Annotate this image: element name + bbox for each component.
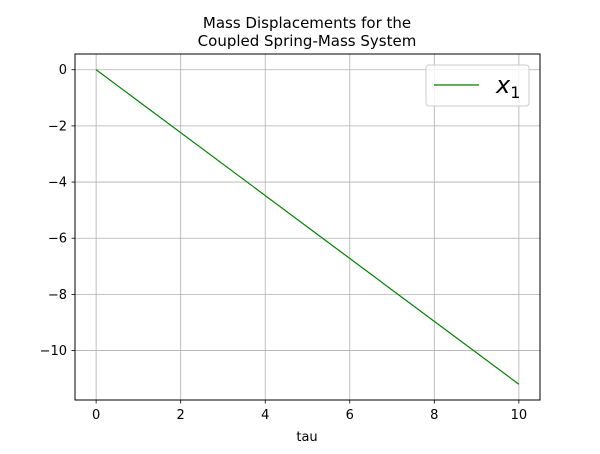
x-axis-label: tau (296, 430, 317, 445)
y-tick-label: −8 (48, 288, 67, 303)
y-tick-label: −4 (48, 176, 67, 191)
grid-lines (75, 54, 540, 400)
x-tick-label: 6 (346, 408, 354, 423)
legend-label-x1: x1 (495, 71, 520, 102)
chart-title-line2: Coupled Spring-Mass System (198, 32, 417, 50)
y-tick-label: 0 (59, 63, 67, 78)
plot-frame (74, 53, 541, 401)
y-tick-label: −2 (48, 119, 67, 134)
legend-label-subscript: 1 (510, 83, 520, 102)
y-tick-label: −10 (40, 344, 67, 359)
legend: x1 (425, 64, 530, 107)
x-axis-ticks: 0 2 4 6 8 10 (92, 400, 527, 423)
y-tick-label: −6 (48, 232, 67, 247)
y-axis-ticks: 0 −2 −4 −6 −8 −10 (40, 63, 75, 359)
x-tick-label: 0 (92, 408, 100, 423)
series-layer (95, 69, 520, 385)
legend-label-main: x (495, 71, 511, 99)
chart-title-line1: Mass Displacements for the (203, 14, 411, 32)
x-tick-label: 8 (430, 408, 438, 423)
series-line-x1 (95, 69, 520, 385)
x-tick-label: 4 (261, 408, 269, 423)
x-tick-label: 10 (511, 408, 528, 423)
x-tick-label: 2 (177, 408, 185, 423)
